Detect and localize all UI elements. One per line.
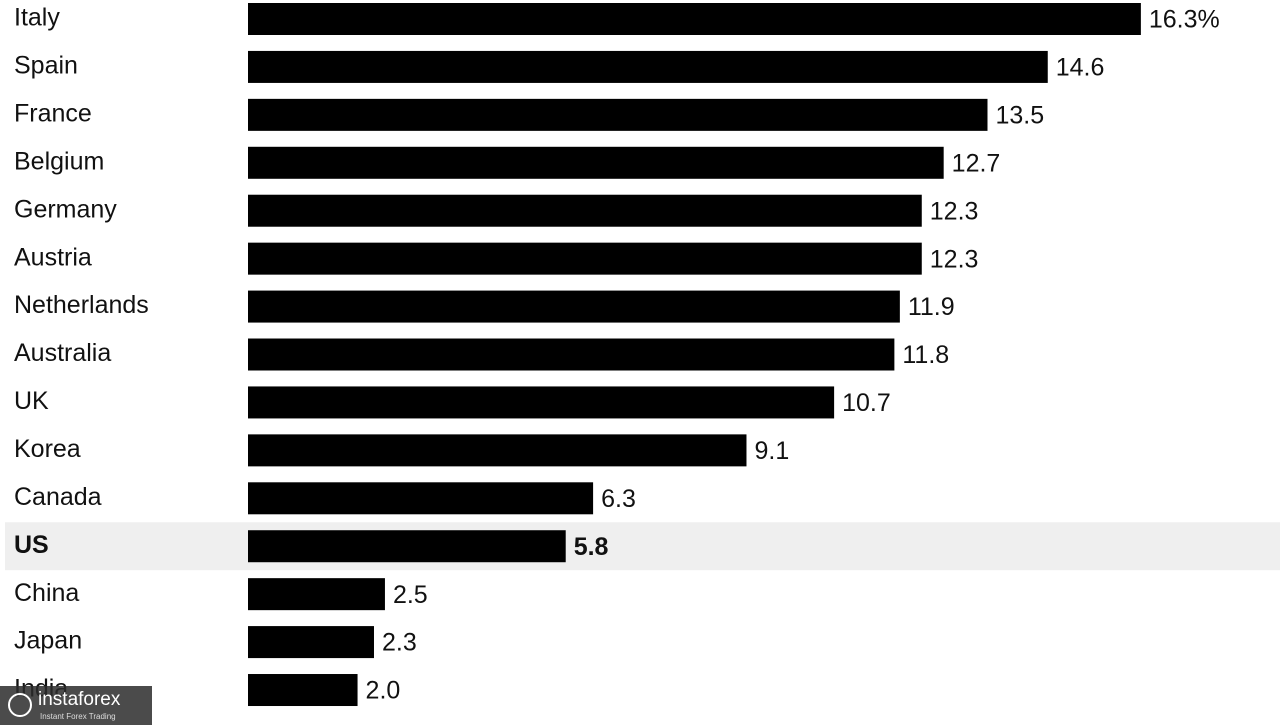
bar — [248, 242, 922, 275]
category-label: France — [14, 99, 92, 127]
category-label: China — [14, 579, 79, 607]
category-label: Belgium — [14, 147, 104, 175]
value-label: 11.8 — [902, 341, 949, 369]
category-label: Japan — [14, 627, 82, 655]
bar — [248, 194, 922, 227]
bar — [248, 146, 944, 179]
watermark-tagline: Instant Forex Trading — [40, 712, 116, 721]
bar — [248, 386, 835, 419]
category-label: Austria — [14, 243, 92, 271]
watermark-brand: instaforex — [38, 689, 121, 710]
category-label: Canada — [14, 483, 102, 511]
value-label: 12.3 — [930, 197, 979, 225]
bar — [248, 674, 358, 707]
bar — [248, 3, 1141, 35]
bar — [248, 50, 1048, 83]
category-label: Italy — [14, 4, 60, 32]
value-label: 10.7 — [842, 389, 891, 417]
highlight-row — [5, 522, 1280, 571]
bar — [248, 578, 385, 611]
category-label: Netherlands — [14, 291, 149, 319]
value-label: 6.3 — [601, 485, 636, 513]
category-label: US — [14, 531, 49, 559]
value-label: 9.1 — [754, 437, 789, 465]
bar — [248, 338, 895, 371]
value-label: 14.6 — [1056, 54, 1105, 82]
watermark-bg — [0, 686, 152, 725]
value-label: 12.3 — [930, 245, 979, 273]
category-label: Germany — [14, 195, 117, 223]
category-label: Korea — [14, 435, 81, 463]
bar — [248, 482, 594, 515]
value-label: 11.9 — [908, 293, 955, 321]
value-label: 2.0 — [366, 677, 401, 705]
watermark: instaforex Instant Forex Trading — [0, 686, 152, 725]
bar — [248, 98, 988, 131]
category-label: UK — [14, 387, 49, 415]
category-label: Australia — [14, 339, 111, 367]
bar — [248, 530, 566, 563]
category-label: Spain — [14, 52, 78, 80]
value-label: 12.7 — [952, 149, 1001, 177]
value-label: 5.8 — [574, 533, 609, 561]
bar — [248, 434, 747, 467]
value-label: 16.3% — [1149, 6, 1220, 34]
value-label: 2.5 — [393, 581, 428, 609]
value-label: 13.5 — [996, 101, 1045, 129]
bar — [248, 626, 374, 659]
watermark-logo — [8, 693, 32, 717]
bar — [248, 290, 900, 323]
value-label: 2.3 — [382, 629, 417, 657]
